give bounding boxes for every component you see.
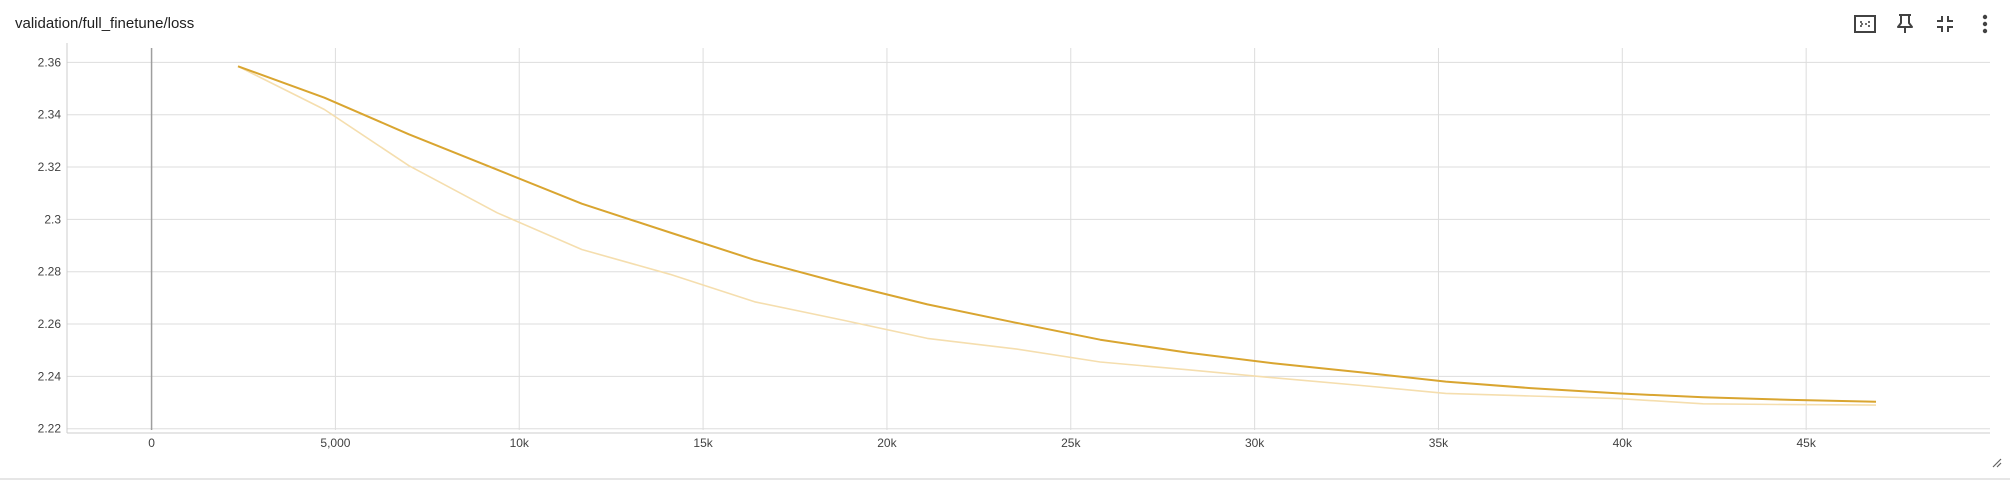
pin-button[interactable] — [1892, 10, 1918, 38]
fit-domain-icon — [1854, 15, 1876, 33]
pin-icon — [1897, 14, 1913, 33]
y-tick-label: 2.3 — [44, 212, 61, 226]
y-tick-label: 2.24 — [38, 369, 62, 383]
x-tick-label: 45k — [1796, 436, 1816, 450]
more-options-button[interactable] — [1972, 10, 1998, 38]
resize-handle-icon[interactable] — [1990, 456, 2002, 468]
y-tick-label: 2.28 — [38, 265, 62, 279]
x-tick-label: 0 — [148, 436, 155, 450]
x-tick-label: 30k — [1245, 436, 1265, 450]
x-tick-label: 15k — [693, 436, 713, 450]
y-tick-label: 2.22 — [38, 422, 62, 436]
card-toolbar — [1852, 10, 1998, 38]
y-tick-label: 2.32 — [38, 160, 62, 174]
x-tick-label: 35k — [1429, 436, 1449, 450]
collapse-icon — [1937, 16, 1953, 32]
x-tick-label: 20k — [877, 436, 897, 450]
x-tick-label: 25k — [1061, 436, 1081, 450]
y-tick-label: 2.26 — [38, 317, 62, 331]
fit-domain-button[interactable] — [1852, 10, 1878, 38]
series-line-raw — [237, 65, 1877, 406]
y-tick-label: 2.36 — [38, 55, 62, 69]
collapse-button[interactable] — [1932, 10, 1958, 38]
y-tick-label: 2.34 — [38, 108, 62, 122]
x-tick-label: 10k — [510, 436, 530, 450]
card-title: validation/full_finetune/loss — [15, 15, 195, 32]
x-tick-label: 40k — [1613, 436, 1633, 450]
x-tick-label: 5,000 — [320, 436, 350, 450]
series-line-smoothed — [237, 65, 1877, 403]
more-vert-icon — [1982, 14, 1988, 34]
